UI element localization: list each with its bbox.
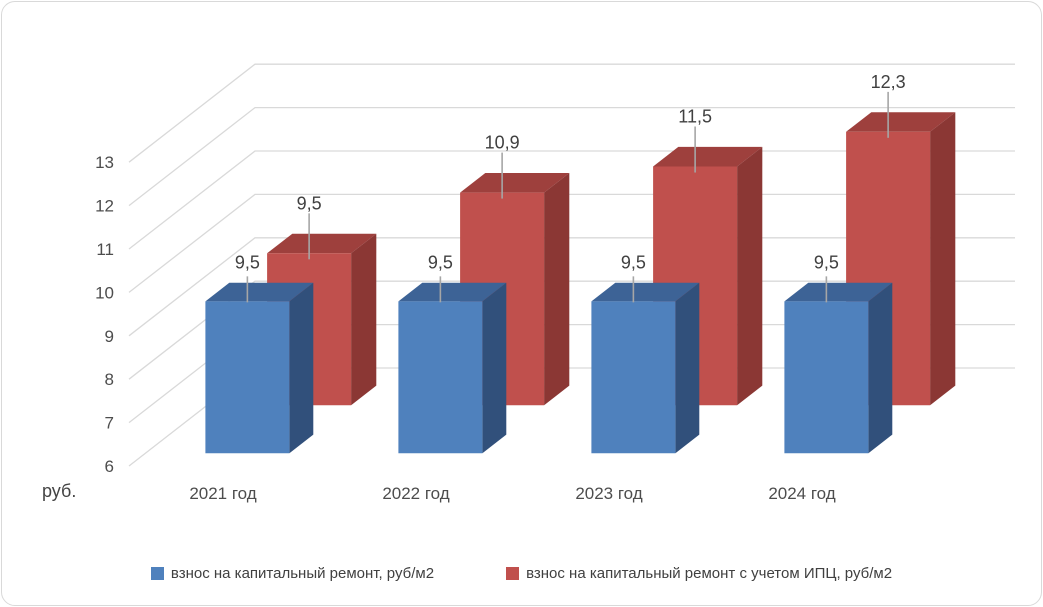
bar-2024 год-series-0-side (868, 282, 893, 454)
bar-2021 год-series-0-front (205, 301, 290, 454)
x-category-label: 2024 год (768, 484, 835, 503)
legend-swatch-blue (150, 567, 164, 580)
y-tick-label: 13 (95, 153, 114, 172)
bar-2023 год-series-0-side (675, 282, 700, 454)
y-tick-label: 11 (96, 240, 114, 259)
legend-label-series-1: взнос на капитальный ремонт с учетом ИПЦ… (526, 565, 893, 582)
data-label: 9,5 (621, 252, 646, 272)
y-tick-label: 10 (95, 283, 114, 302)
y-tick-label: 9 (105, 327, 114, 346)
bar-2023 год-series-0-top (591, 282, 700, 302)
data-label: 9,5 (235, 252, 260, 272)
legend-label-series-0: взнос на капитальный ремонт, руб/м2 (170, 565, 435, 582)
y-axis-title: руб. (42, 481, 77, 501)
bar-2022 год-series-0-top (398, 282, 507, 302)
gridline (128, 63, 1015, 163)
y-tick-label: 7 (105, 414, 114, 433)
data-label: 9,5 (814, 252, 839, 272)
bar-2023 год-series-0-front (591, 301, 676, 454)
chart-legend: взнос на капитальный ремонт, руб/м2 взно… (2, 565, 1041, 582)
bar-2021 год-series-1-top (267, 233, 377, 254)
gridline (128, 106, 1015, 207)
legend-item-series-0: взнос на капитальный ремонт, руб/м2 (150, 565, 435, 582)
data-label: 9,5 (297, 193, 322, 213)
bar-2022 год-series-1-side (544, 173, 570, 406)
bar-2023 год-series-1-top (653, 146, 763, 167)
x-category-label: 2021 год (189, 484, 256, 503)
data-label: 9,5 (428, 252, 453, 272)
data-label: 11,5 (678, 107, 712, 127)
bar-2021 год-series-0-side (289, 282, 314, 454)
bar-chart-3d: 6 7 8 9 10 11 12 13 9,5 9,5 9,5 9,5 9,5 10,9 11,5 12,3 2… (95, 63, 1015, 503)
bar-2021 год-series-1-side (351, 233, 377, 406)
bar-2024 год-series-1-side (930, 112, 956, 406)
bar-2022 год-series-0-front (398, 301, 483, 454)
bar-2023 год-series-1-side (737, 146, 763, 406)
data-label: 10,9 (485, 133, 520, 153)
bar-2022 год-series-0-side (482, 282, 507, 454)
legend-item-series-1: взнос на капитальный ремонт с учетом ИПЦ… (506, 565, 892, 582)
bar-2022 год-series-1-top (460, 173, 570, 193)
bar-2024 год-series-1-top (846, 112, 956, 132)
data-label: 12,3 (871, 72, 906, 92)
bar-2024 год-series-0-front (784, 301, 869, 454)
y-tick-label: 6 (105, 457, 114, 476)
bar-2021 год-series-0-top (205, 282, 314, 302)
x-category-label: 2023 год (575, 484, 642, 503)
bar-2024 год-series-0-top (784, 282, 893, 302)
y-tick-label: 8 (105, 370, 114, 389)
y-tick-label: 12 (95, 197, 114, 216)
legend-swatch-red (506, 567, 520, 580)
x-category-label: 2022 год (382, 484, 449, 503)
